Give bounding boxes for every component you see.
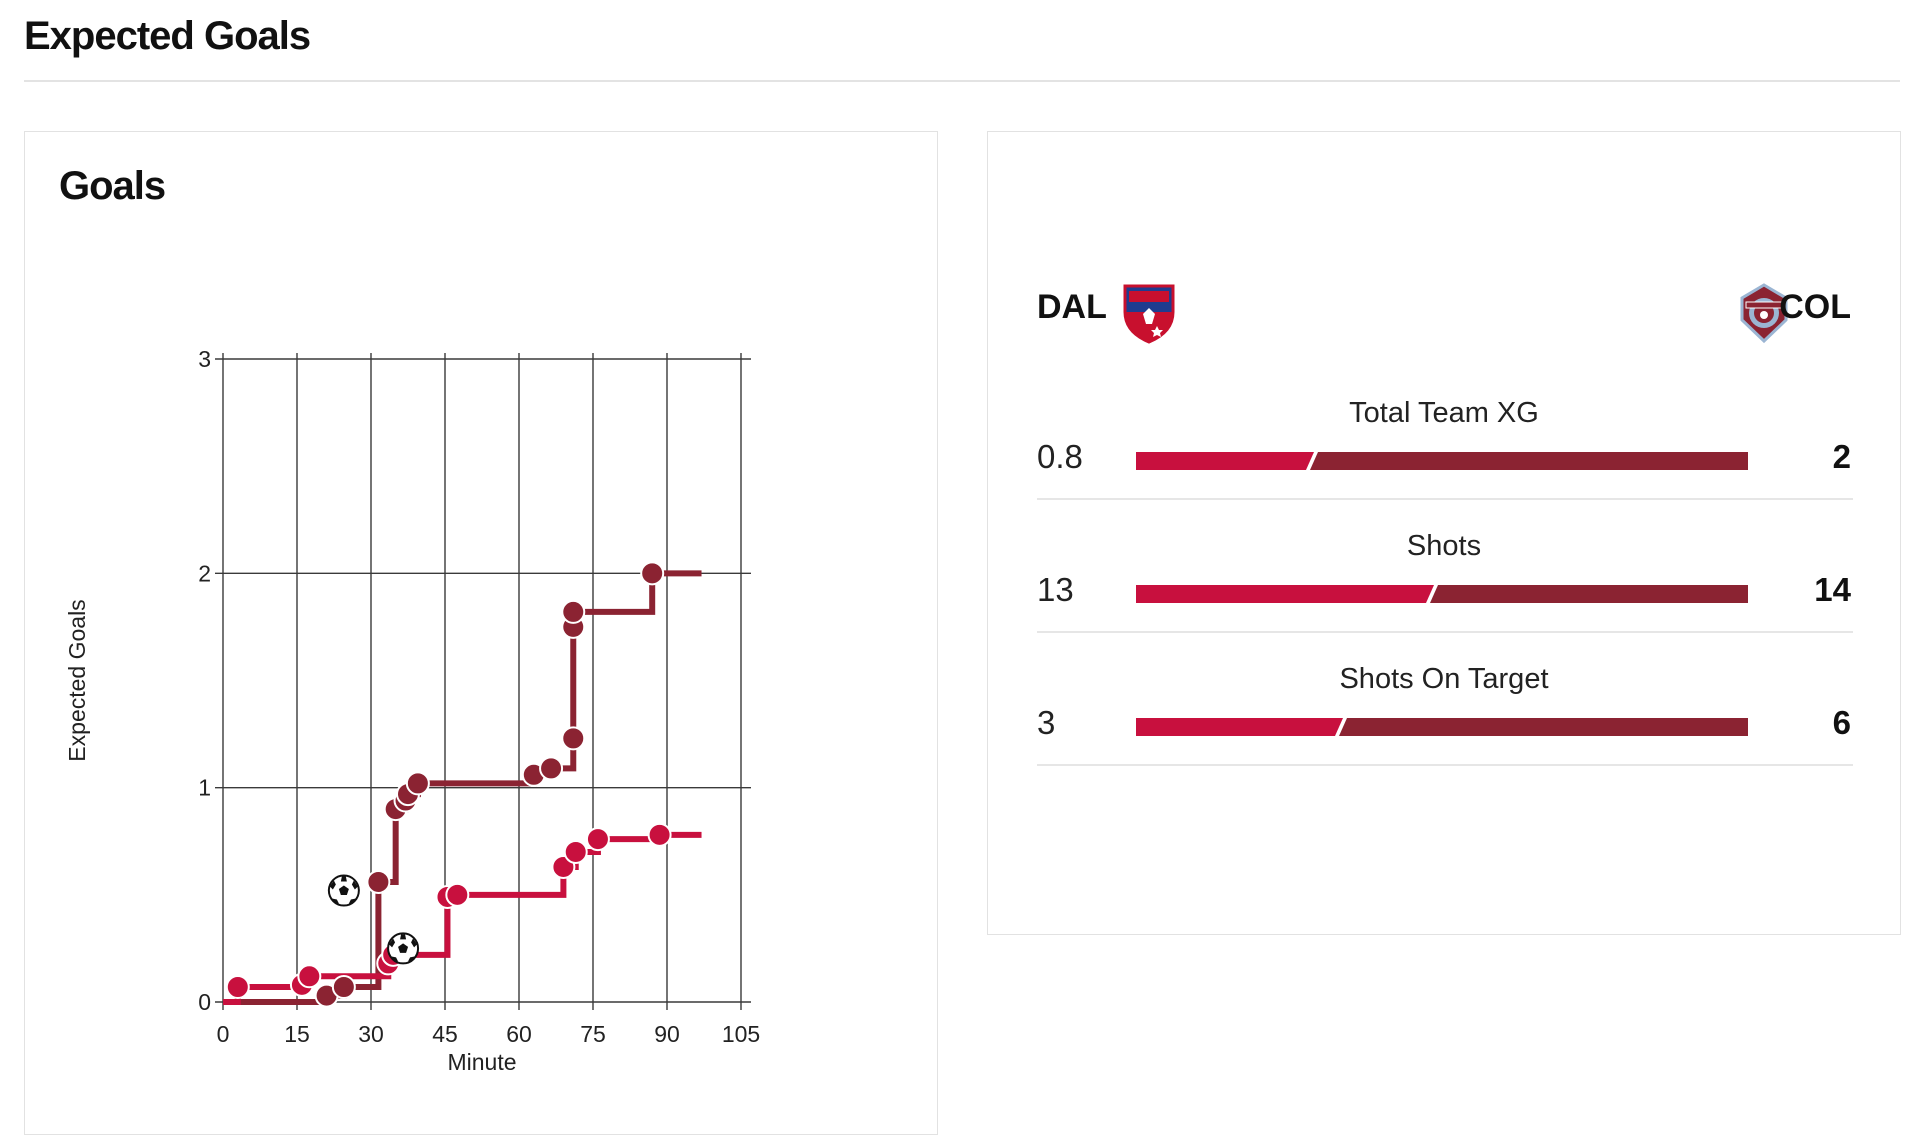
x-tick-label: 30 xyxy=(358,1021,384,1047)
x-tick-label: 75 xyxy=(580,1021,606,1047)
away-team-abbr: COL xyxy=(1779,288,1851,326)
goals-card-title: Goals xyxy=(59,164,166,208)
home-team-abbr: DAL xyxy=(1037,288,1107,326)
dal-shot-marker xyxy=(297,964,322,989)
away-stat-bar xyxy=(1310,452,1748,470)
x-tick-label: 45 xyxy=(432,1021,458,1047)
col-shot-marker xyxy=(539,756,564,781)
away-stat-bar xyxy=(1430,585,1748,603)
x-axis-title: Minute xyxy=(447,1049,516,1075)
y-axis-title: Expected Goals xyxy=(64,599,90,761)
dal-shot-marker xyxy=(225,974,250,999)
col-shot-marker xyxy=(561,726,586,751)
stat-bar xyxy=(1136,585,1748,603)
dal-shot-marker xyxy=(585,827,610,852)
dal-shot-marker xyxy=(563,839,588,864)
stat-bar xyxy=(1136,718,1748,736)
y-tick-label: 3 xyxy=(198,346,211,372)
fc-dallas-crest-icon xyxy=(1119,282,1179,344)
y-tick-label: 2 xyxy=(198,560,211,586)
x-tick-label: 105 xyxy=(722,1021,760,1047)
away-stat-bar xyxy=(1339,718,1748,736)
stat-home-value: 0.8 xyxy=(1037,438,1083,475)
stat-divider xyxy=(1037,764,1853,766)
dal-shot-marker xyxy=(445,882,470,907)
colorado-rapids-crest-icon xyxy=(1734,282,1794,344)
stat-away-value: 14 xyxy=(1814,571,1851,608)
stat-label: Total Team XG xyxy=(1349,397,1539,429)
x-tick-label: 60 xyxy=(506,1021,532,1047)
team-comparison-card: DAL COL Total Team XG 0.8 2 Shots 13 14 xyxy=(987,131,1901,935)
x-tick-label: 0 xyxy=(217,1021,230,1047)
stat-divider xyxy=(1037,498,1853,500)
stat-home-value: 3 xyxy=(1037,704,1056,741)
stat-divider xyxy=(1037,631,1853,633)
col-shot-marker xyxy=(561,599,586,624)
home-stat-bar xyxy=(1136,452,1314,470)
col-shot-marker xyxy=(366,869,391,894)
x-tick-label: 15 xyxy=(284,1021,310,1047)
soccer-ball-icon xyxy=(327,874,360,907)
stat-bar xyxy=(1136,452,1748,470)
x-tick-label: 90 xyxy=(654,1021,680,1047)
title-divider xyxy=(24,80,1900,82)
y-tick-label: 0 xyxy=(198,989,211,1015)
stat-home-value: 13 xyxy=(1037,571,1074,608)
page-title: Expected Goals xyxy=(24,14,311,58)
goals-card: Goals 0 15 30 45 60 75 90 105 0 1 2 3 Minute Expected… xyxy=(24,131,938,1135)
stat-away-value: 6 xyxy=(1832,704,1851,741)
col-shot-marker xyxy=(331,974,356,999)
home-stat-bar xyxy=(1136,585,1434,603)
col-shot-marker xyxy=(640,561,665,586)
xg-step-chart: 0 15 30 45 60 75 90 105 0 1 2 3 Minute Expected Goals xyxy=(64,346,760,1075)
home-stat-bar xyxy=(1136,718,1343,736)
stat-away-value: 2 xyxy=(1832,438,1851,475)
stat-label: Shots On Target xyxy=(1339,663,1549,695)
stat-label: Shots xyxy=(1406,530,1482,562)
y-tick-label: 1 xyxy=(198,775,211,801)
soccer-ball-icon xyxy=(387,932,420,965)
col-shot-marker xyxy=(405,771,430,796)
dal-shot-marker xyxy=(647,822,672,847)
